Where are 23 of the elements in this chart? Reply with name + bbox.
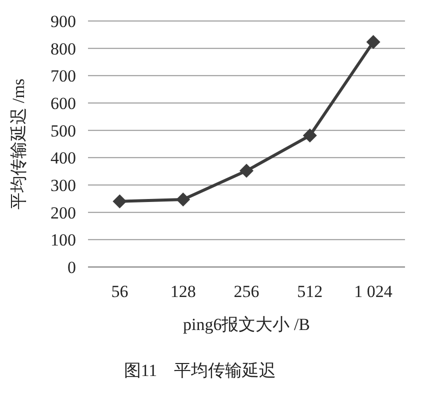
y-tick-label: 900 [50, 12, 76, 31]
y-tick-label: 200 [50, 203, 76, 222]
x-axis-title: ping6报文大小 /B [182, 315, 310, 334]
y-axis-title: 平均传输延迟 /ms [9, 78, 28, 210]
y-tick-label: 500 [50, 121, 76, 140]
point [302, 128, 317, 143]
y-tick-label: 800 [50, 39, 76, 58]
x-tick-label: 1 024 [354, 282, 393, 301]
y-tick-label: 100 [50, 230, 76, 250]
y-tick-label: 700 [50, 66, 76, 86]
point [366, 35, 380, 50]
x-tick-label: 512 [297, 282, 323, 301]
text: 图11 平均传输延迟 [124, 361, 276, 380]
y-tick-label: 600 [50, 94, 76, 113]
x-tick-label: 256 [234, 282, 260, 301]
y-tick-label: 400 [50, 148, 76, 168]
y-tick-label: 300 [50, 176, 76, 195]
point [176, 192, 190, 206]
point [240, 164, 254, 178]
y-tick-label: 0 [68, 258, 76, 277]
x-tick-label: 128 [170, 282, 196, 301]
point [112, 194, 127, 208]
x-tick-label: 56 [111, 282, 128, 301]
